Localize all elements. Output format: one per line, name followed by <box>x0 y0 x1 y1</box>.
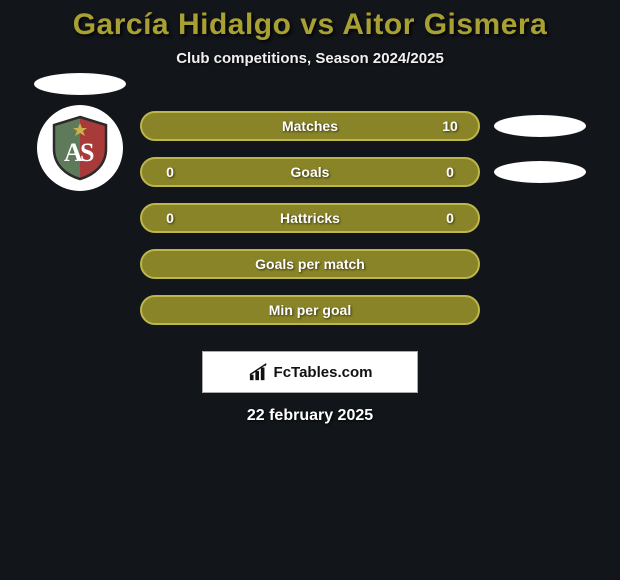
club-badge-placeholder-right <box>494 161 586 183</box>
comparison-stats: A S Matches 10 0 Goals 0 0 Hatt <box>0 103 620 333</box>
player-photo-placeholder-left <box>34 73 126 95</box>
stat-label: Matches <box>184 118 436 134</box>
right-side <box>480 149 600 195</box>
stat-pill: 0 Hattricks 0 <box>140 203 480 233</box>
stat-label: Hattricks <box>184 210 436 226</box>
page-title: García Hidalgo vs Aitor Gismera <box>0 0 620 42</box>
stat-row: Min per goal <box>0 287 620 333</box>
stat-pill: Matches 10 <box>140 111 480 141</box>
stat-label: Goals <box>184 164 436 180</box>
stat-right-value: 0 <box>436 210 464 226</box>
stat-right-value: 0 <box>436 164 464 180</box>
watermark-text: FcTables.com <box>274 364 373 381</box>
club-badge-left: A S <box>37 105 123 191</box>
stat-label: Goals per match <box>184 256 436 272</box>
stat-pill: Min per goal <box>140 295 480 325</box>
stat-pill: 0 Goals 0 <box>140 157 480 187</box>
right-side <box>480 103 600 149</box>
stat-label: Min per goal <box>184 302 436 318</box>
shield-icon: A S <box>50 115 110 181</box>
stat-right-value: 10 <box>436 118 464 134</box>
bar-chart-icon <box>248 362 270 382</box>
stat-row: Goals per match <box>0 241 620 287</box>
stat-left-value: 0 <box>156 210 184 226</box>
stat-row: 0 Hattricks 0 <box>0 195 620 241</box>
left-side: A S <box>20 61 140 191</box>
svg-text:S: S <box>80 138 94 167</box>
stat-row: A S Matches 10 <box>0 103 620 149</box>
stat-pill: Goals per match <box>140 249 480 279</box>
stat-left-value: 0 <box>156 164 184 180</box>
watermark[interactable]: FcTables.com <box>202 351 418 393</box>
player-photo-placeholder-right <box>494 115 586 137</box>
date-label: 22 february 2025 <box>0 407 620 425</box>
